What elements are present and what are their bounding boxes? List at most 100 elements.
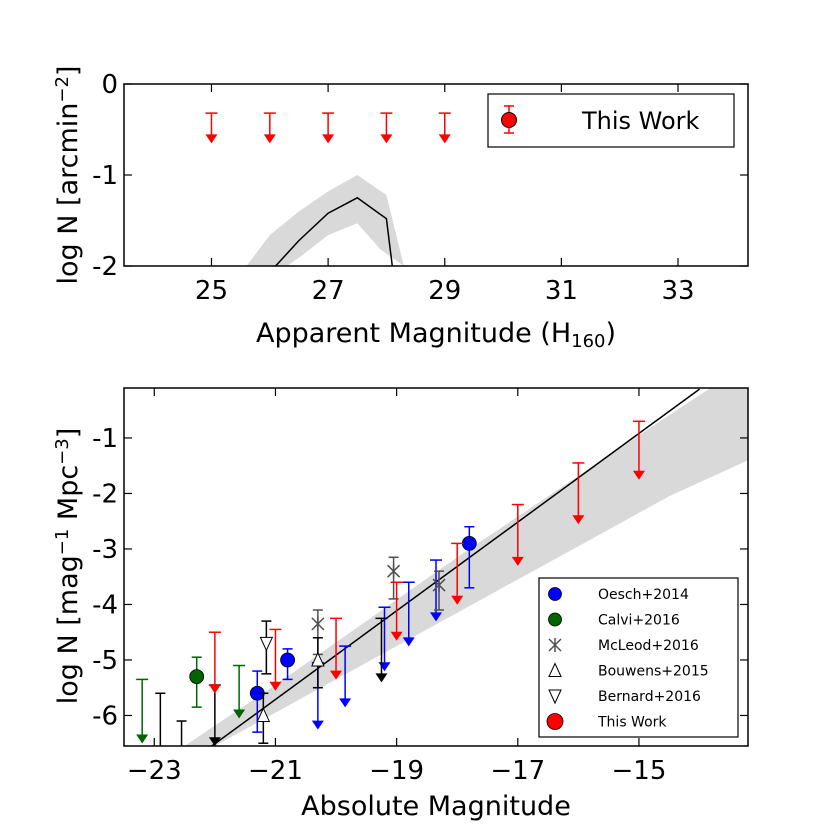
bottom-calvi-2016-point-0 [189,656,205,708]
bottom-ytick-label: -6 [92,701,118,731]
bottom-ytick-label: -3 [92,535,118,565]
top-ylabel: log N [arcmin−2] [52,66,84,285]
bottom-oesch-2014-upper-limit-4-arrowhead [430,612,442,622]
top-ytick-label: 0 [101,70,118,100]
bottom-legend-marker [548,587,562,601]
bottom-legend-entry: Oesch+2014 [548,587,689,603]
bottom-mcleod-2016-point-1 [387,556,401,600]
bottom-plot-frame [123,387,749,747]
bottom-legend-label: Oesch+2014 [598,587,689,603]
bottom-oesch-2014-upper-limit-2-arrowhead [378,662,391,672]
bottom-oesch-2014-upper-limit-3 [402,581,415,647]
bottom-oesch-2014-point-2 [461,526,477,589]
bottom-this-work-upper-limit-2 [330,617,343,680]
bottom-legend-label: Bouwens+2015 [598,664,709,680]
bottom-legend-entry: Bouwens+2015 [548,662,709,680]
bottom-legend-label: McLeod+2016 [598,638,699,654]
bottom-oesch-2014-upper-limit-1-arrowhead [339,698,352,708]
bottom-legend-marker [548,689,562,705]
bottom-this-work-upper-limit-4-arrowhead [451,595,464,605]
top-upper-limit-1 [263,112,276,144]
bottom-calvi-2016-upper-limit-0 [136,678,149,744]
bottom-calvi-2016-point-0-marker [189,669,205,685]
bottom-model-band [184,388,748,746]
bottom-legend-label: Calvi+2016 [598,613,680,629]
bottom-panel: −23 −21 −19 −17 −15 -1 -2 -3 -4 -5 -6 Oesch+2014 Ca… [52,387,749,822]
bottom-ytick-label: -1 [92,424,118,454]
bottom-xlabel: Absolute Magnitude [301,791,571,822]
bottom-this-work-upper-limit-6-arrowhead [572,515,585,525]
bottom-calvi-2016-upper-limit-1 [233,664,246,719]
top-model-line [275,196,394,266]
top-legend-frame [487,93,735,148]
bottom-xtick-label: −21 [248,756,303,786]
bottom-calvi-2016-upper-limit-0-arrowhead [136,734,149,744]
bottom-ytick-label: -4 [92,590,118,620]
bottom-this-work-upper-limit-6 [572,462,585,525]
bottom-this-work-upper-limit-3-arrowhead [390,631,403,641]
bottom-oesch-2014-upper-limit-3-arrowhead [402,637,415,647]
top-upper-limit-3 [380,112,393,144]
bottom-this-work-upper-limit-7-arrowhead [632,470,645,480]
bottom-oesch-2014-point-1 [280,648,295,681]
top-upper-limit-0-arrowhead [205,134,218,144]
bottom-this-work-upper-limit-1-arrowhead [269,681,282,691]
bottom-this-work-upper-limit-0-arrowhead [208,684,221,694]
top-upper-limit-0 [205,112,218,144]
bottom-mcleod-2016-point-2 [432,570,446,611]
top-xtick-label: 25 [195,276,228,306]
top-legend-label: This Work [581,107,700,135]
bottom-ylabel: log N [mag−1 Mpc−3] [52,428,84,705]
top-upper-limit-4 [438,112,451,144]
bottom-legend-entry: Calvi+2016 [548,612,680,629]
bottom-oesch-2014-upper-limit-0-arrowhead [311,720,324,730]
bottom-this-work-upper-limit-7 [632,420,645,480]
bottom-bouwens-2015-point-0-marker [256,707,271,722]
bottom-this-work-upper-limit-0 [208,631,221,694]
bottom-calvi-2016-upper-limit-1-arrowhead [233,709,246,719]
bottom-xtick-label: −15 [612,756,667,786]
bottom-bouwens-2015-upper-limit-1 [375,617,388,683]
bottom-this-work-upper-limit-1 [269,628,282,691]
top-upper-limit-4-arrowhead [438,134,451,144]
bottom-legend-marker [548,612,562,627]
top-upper-limit-2 [322,112,335,144]
bottom-legend-label: Bernard+2016 [598,689,701,705]
top-model-band [246,175,404,266]
top-legend: This Work [487,93,735,148]
bottom-bouwens-2015-point-1-marker [311,651,325,667]
top-xtick-label: 31 [545,276,578,306]
top-panel: 25 27 29 31 33 0 -1 -2 This Work Apparent Magni… [52,66,749,352]
bottom-bouwens-2015-upper-limit-1-arrowhead [375,673,388,683]
bottom-legend-label: This Work [597,715,667,731]
bottom-this-work-upper-limit-3 [390,581,403,641]
bottom-legend-entry: McLeod+2016 [548,638,699,654]
bottom-bouwens-2015-upper-limit-0-arrowhead [208,737,221,746]
bottom-ytick-label: -5 [92,646,118,676]
bottom-oesch-2014-upper-limit-1 [339,645,352,708]
top-xtick-label: 29 [428,276,461,306]
bottom-xtick-label: −23 [127,756,182,786]
bottom-xtick-label: −17 [490,756,545,786]
top-ytick-label: -2 [92,252,118,282]
bottom-xtick-label: −19 [369,756,424,786]
top-legend-marker [501,112,517,128]
bottom-bouwens-2015-point-1 [311,637,325,689]
bottom-oesch-2014-point-1-marker [280,652,295,668]
bottom-legend-entry: Bernard+2016 [548,689,701,705]
bottom-oesch-2014-point-2-marker [461,536,477,551]
bottom-legend-marker [548,662,562,677]
top-xtick-label: 27 [312,276,345,306]
bottom-bernard-2016-point-0 [259,620,274,675]
bottom-bouwens-2015-point-0 [256,692,271,744]
top-xtick-label: 33 [661,276,694,306]
bottom-model-line [211,388,700,746]
top-upper-limit-1-arrowhead [263,134,276,144]
bottom-legend-frame [538,577,739,738]
bottom-legend-marker [546,713,564,730]
bottom-legend: Oesch+2014 Calvi+2016 McLeod+2016 Bouwens+2… [538,577,739,738]
top-xlabel: Apparent Magnitude (H160) [256,318,616,352]
top-upper-limit-2-arrowhead [322,134,335,144]
bottom-this-work-upper-limit-5-arrowhead [511,556,524,566]
